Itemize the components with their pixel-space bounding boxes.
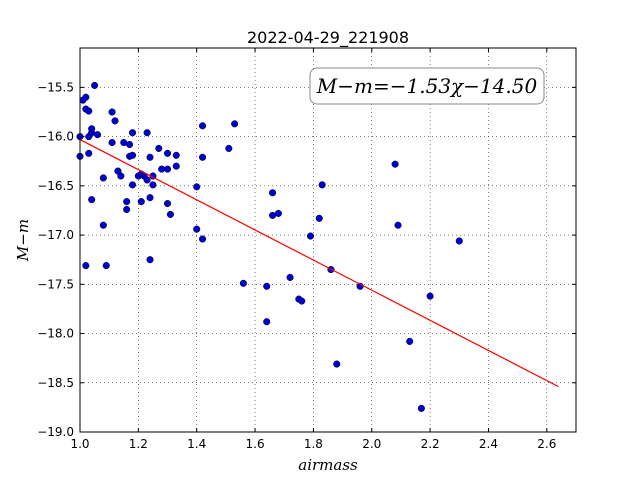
data-point [123,198,131,206]
x-tick-label: 2.6 [537,437,556,451]
data-points [76,81,463,412]
x-tick-label: 1.8 [304,437,323,451]
x-tick-label: 2.2 [421,437,440,451]
data-point [269,189,277,197]
data-point [123,205,131,214]
data-point [99,221,107,229]
fit-line [79,139,559,388]
data-point [391,160,399,168]
data-point [198,235,207,243]
y-tick-label: −16.5 [37,179,74,193]
data-point [298,297,306,305]
data-point [85,149,93,157]
data-point [231,120,239,128]
data-point [93,131,102,139]
data-point [137,198,145,206]
y-tick-label: −19.0 [37,425,74,439]
data-point [198,153,207,161]
y-tick-label: −18.5 [37,376,74,390]
grid-lines [79,48,576,433]
y-tick-label: −17.0 [37,228,74,242]
fit-line-group [79,139,559,388]
data-point [82,262,90,270]
x-tick-label: 1.4 [187,437,206,451]
data-point [172,151,180,159]
data-point [394,221,402,229]
data-point [128,181,137,189]
x-tick-label: 2.0 [362,437,381,451]
x-tick-label: 2.4 [479,437,498,451]
y-tick-label: −15.5 [37,80,74,94]
data-point [146,153,154,161]
equation-text: M−m=−1.53χ−14.50 [316,74,538,98]
y-tick-label: −16.0 [37,130,74,144]
data-point [193,225,201,233]
data-point [88,125,96,133]
data-point [163,149,172,157]
data-point [455,237,463,245]
data-point [263,318,271,326]
data-point [108,108,116,116]
data-point [146,256,154,264]
data-point [143,129,151,137]
data-point [82,93,90,101]
data-point [315,214,323,222]
data-point [318,181,326,189]
data-point [128,129,137,137]
data-point [417,404,425,412]
y-tick-label: −18.0 [37,327,74,341]
equation-box-frame [309,67,545,105]
data-point [406,337,414,345]
data-point [286,273,294,281]
data-point [111,117,119,125]
y-tick-label: −17.5 [37,277,74,291]
y-axis-label: M−m [14,219,32,262]
x-axis-ticks: 1.0 1.2 1.4 1.6 1.8 2.0 2.2 2.4 2.6 [70,48,556,451]
data-point [143,176,151,184]
data-point [225,144,233,152]
data-point [193,183,201,191]
data-point [198,122,207,130]
data-point [239,279,247,287]
data-point [85,107,93,115]
data-point [99,174,107,182]
data-point [163,165,172,173]
data-point [155,144,163,152]
data-point [149,181,157,189]
data-point [163,200,172,208]
data-point [274,209,282,217]
x-tick-label: 1.6 [246,437,265,451]
data-point [126,140,134,149]
y-axis-ticks: −15.5 −16.0 −16.5 −17.0 −17.5 −18.0 −18.5 −19.0 [37,80,576,439]
equation-box: M−m=−1.53χ−14.50 [309,67,545,105]
data-point [146,194,154,202]
data-point [426,292,434,300]
data-point [117,172,125,180]
data-point [128,151,137,159]
plot-frame [79,47,577,433]
data-point [333,360,341,368]
data-point [91,81,99,89]
x-axis-label: airmass [298,456,358,474]
data-point [172,162,180,170]
chart-title: 2022-04-29_221908 [247,28,409,48]
data-point [88,196,96,204]
data-point [102,262,110,270]
x-tick-label: 1.2 [129,437,148,451]
data-point [306,232,315,240]
data-point [263,282,271,290]
x-tick-label: 1.0 [70,437,89,451]
data-point [108,138,116,147]
data-point [166,210,174,218]
